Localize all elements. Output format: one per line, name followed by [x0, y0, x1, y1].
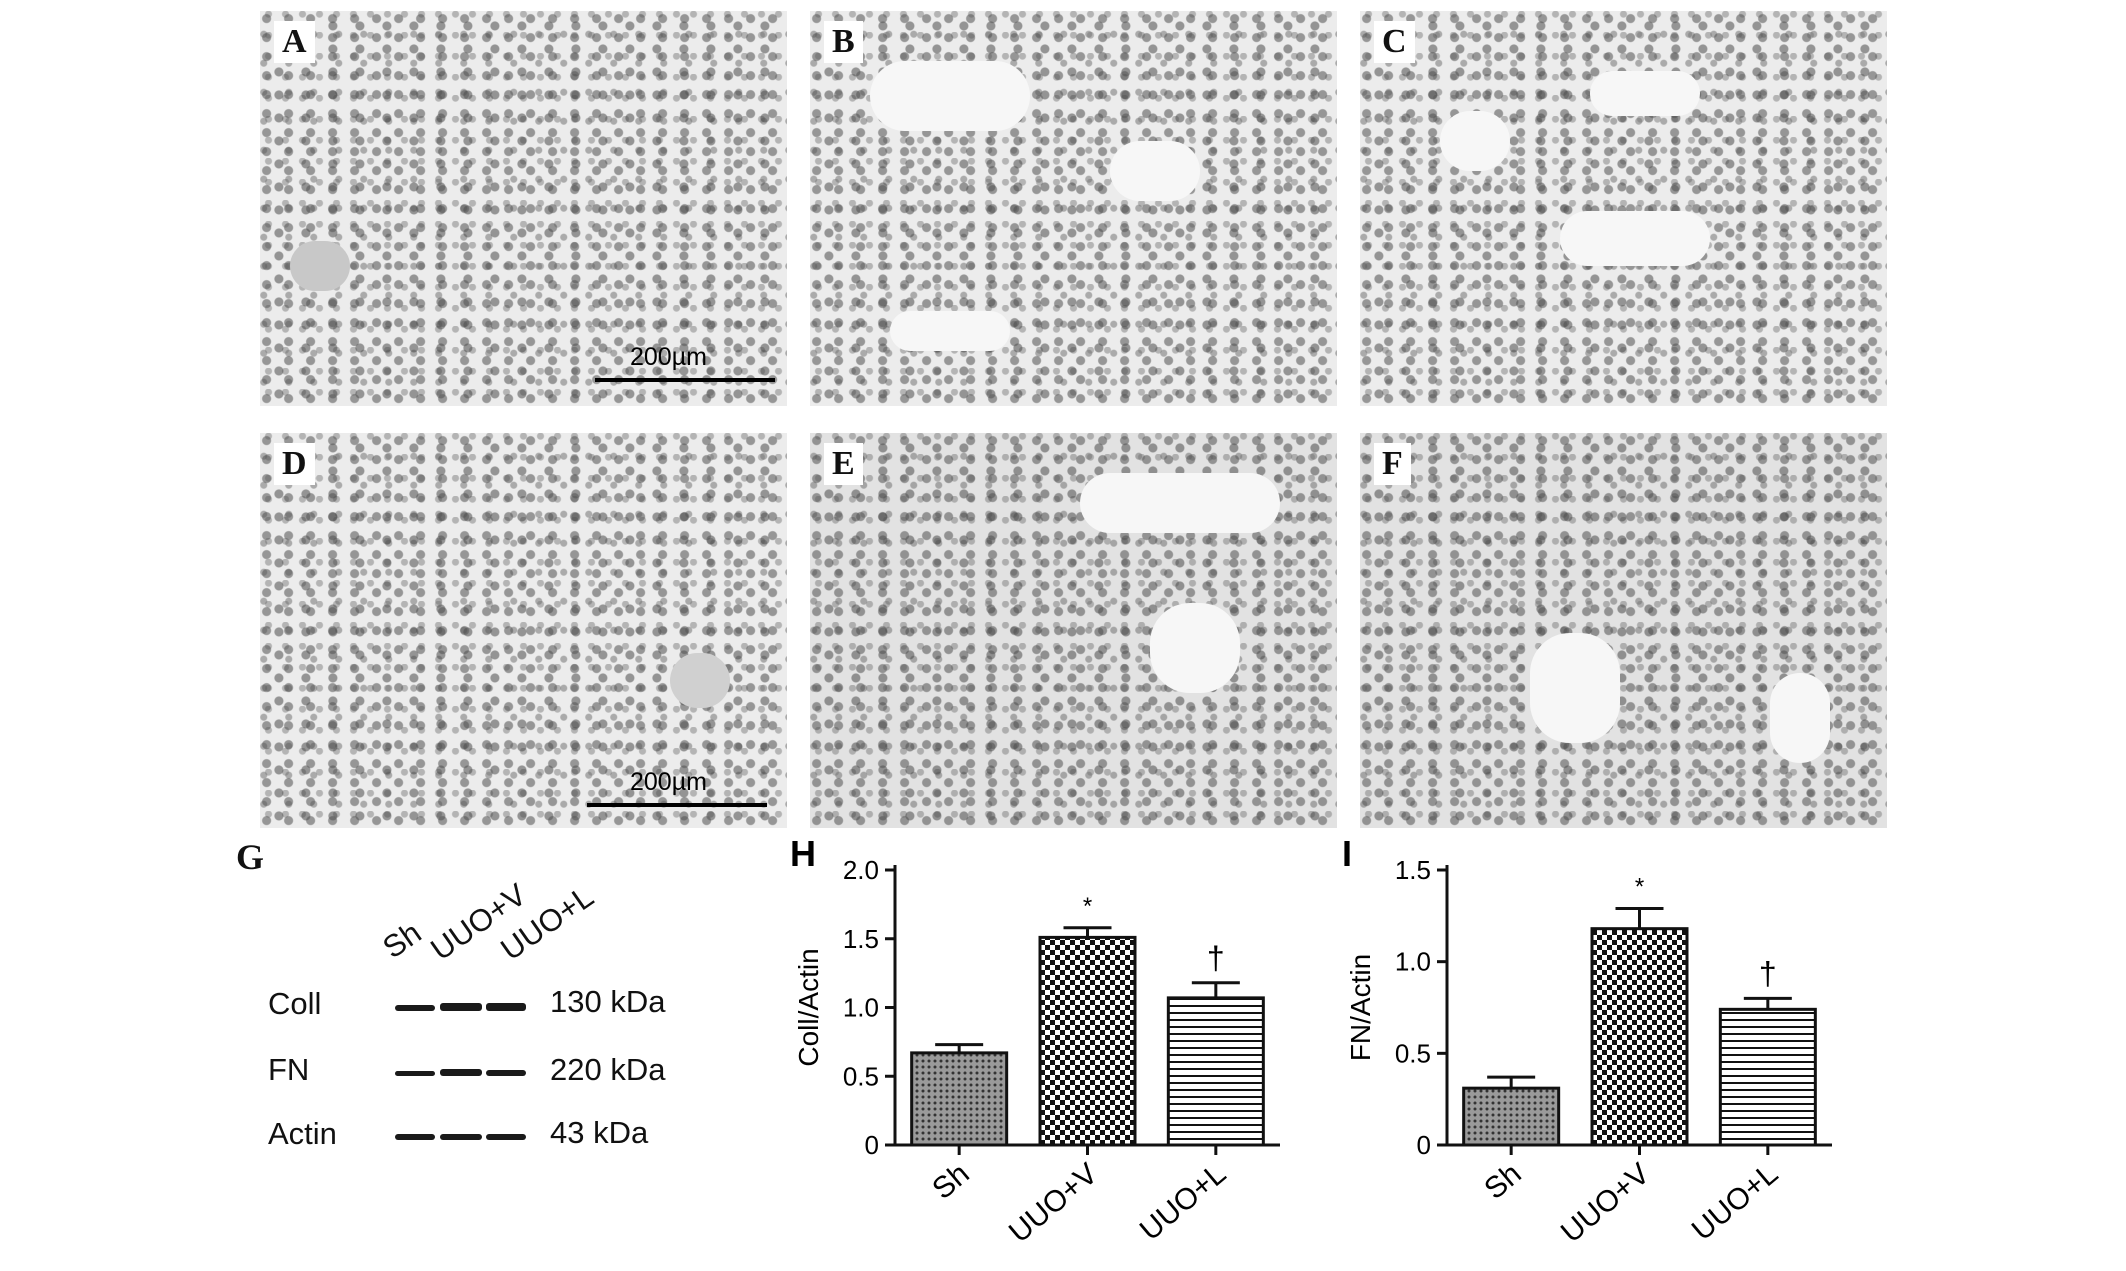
- micrograph-c: C: [1360, 11, 1887, 406]
- bar-h-2: [1166, 996, 1265, 1147]
- bar-chart-i: I 0 0.5 1.0 1.5 FN/Actin Sh * UUO+V † UUO+L: [1342, 833, 1832, 1249]
- x-tick-label-h-1: UUO+V: [1003, 1157, 1104, 1249]
- x-tick-label-h-2: UUO+L: [1134, 1157, 1232, 1247]
- bar-i-2: [1718, 1007, 1817, 1147]
- y-tick-label-i-1: 0.5: [1395, 1038, 1431, 1068]
- panel-letter-g: G: [236, 837, 265, 877]
- band-coll-uuo-v: [440, 1003, 482, 1011]
- bar-h-1: [1038, 935, 1137, 1147]
- bar-i-0: [1462, 1086, 1561, 1147]
- bar-i-1: [1590, 927, 1689, 1147]
- band-coll-uuo-l: [486, 1003, 526, 1011]
- panel-letter-h: H: [790, 833, 816, 874]
- bar-chart-h: H 0 0.5 1.0 1.5 2.0 Coll/Actin Sh * UUO+V † UUO+L: [790, 833, 1280, 1249]
- y-axis-label-i: FN/Actin: [1345, 954, 1376, 1061]
- x-tick-label-i-0: Sh: [1478, 1157, 1527, 1206]
- band-actin-uuo-l: [486, 1134, 526, 1140]
- panel-letter-i: I: [1342, 833, 1352, 874]
- y-tick-label-h-2: 1.0: [843, 993, 879, 1023]
- blot-size-coll: 130 kDa: [550, 984, 666, 1019]
- significance-marker-h-2: †: [1207, 940, 1225, 976]
- scale-label-d: 200µm: [630, 768, 707, 796]
- blot-label-fn: FN: [268, 1052, 310, 1087]
- micrograph-a: A 200µm: [260, 11, 787, 406]
- panel-letter-e: E: [824, 443, 863, 485]
- band-coll-sh: [395, 1005, 435, 1011]
- significance-marker-i-1: *: [1635, 874, 1644, 901]
- scale-bar-d: [587, 803, 767, 807]
- blot-label-coll: Coll: [268, 986, 322, 1021]
- y-tick-label-i-0: 0: [1417, 1130, 1431, 1160]
- band-fn-sh: [395, 1071, 435, 1076]
- blot-size-actin: 43 kDa: [550, 1115, 649, 1150]
- y-tick-label-h-1: 0.5: [843, 1061, 879, 1091]
- panel-letter-b: B: [824, 21, 863, 63]
- panel-letter-a: A: [274, 21, 315, 63]
- micrograph-d: D 200µm: [260, 433, 787, 828]
- micrograph-e: E: [810, 433, 1337, 828]
- x-tick-label-i-1: UUO+V: [1555, 1157, 1656, 1249]
- y-tick-label-h-3: 1.5: [843, 924, 879, 954]
- blot-label-actin: Actin: [268, 1116, 337, 1151]
- scale-bar-a: [595, 378, 775, 382]
- y-axis-label-h: Coll/Actin: [793, 948, 824, 1066]
- y-tick-label-h-4: 2.0: [843, 855, 879, 885]
- band-fn-uuo-v: [440, 1069, 482, 1076]
- band-actin-sh: [395, 1134, 435, 1140]
- y-tick-label-i-2: 1.0: [1395, 947, 1431, 977]
- blot-size-fn: 220 kDa: [550, 1052, 666, 1087]
- band-fn-uuo-l: [486, 1070, 526, 1076]
- micrograph-b: B: [810, 11, 1337, 406]
- scale-label-a: 200µm: [630, 343, 707, 371]
- y-tick-label-i-3: 1.5: [1395, 855, 1431, 885]
- y-tick-label-h-0: 0: [865, 1130, 879, 1160]
- panel-letter-f: F: [1374, 443, 1411, 485]
- bar-h-0: [910, 1051, 1009, 1147]
- micrograph-f: F: [1360, 433, 1887, 828]
- significance-marker-i-2: †: [1759, 955, 1777, 991]
- panel-letter-c: C: [1374, 21, 1415, 63]
- lane-label-sh: Sh: [376, 914, 428, 966]
- significance-marker-h-1: *: [1083, 893, 1092, 920]
- x-tick-label-i-2: UUO+L: [1686, 1157, 1784, 1247]
- panel-letter-d: D: [274, 443, 315, 485]
- band-actin-uuo-v: [440, 1134, 482, 1140]
- x-tick-label-h-0: Sh: [926, 1157, 975, 1206]
